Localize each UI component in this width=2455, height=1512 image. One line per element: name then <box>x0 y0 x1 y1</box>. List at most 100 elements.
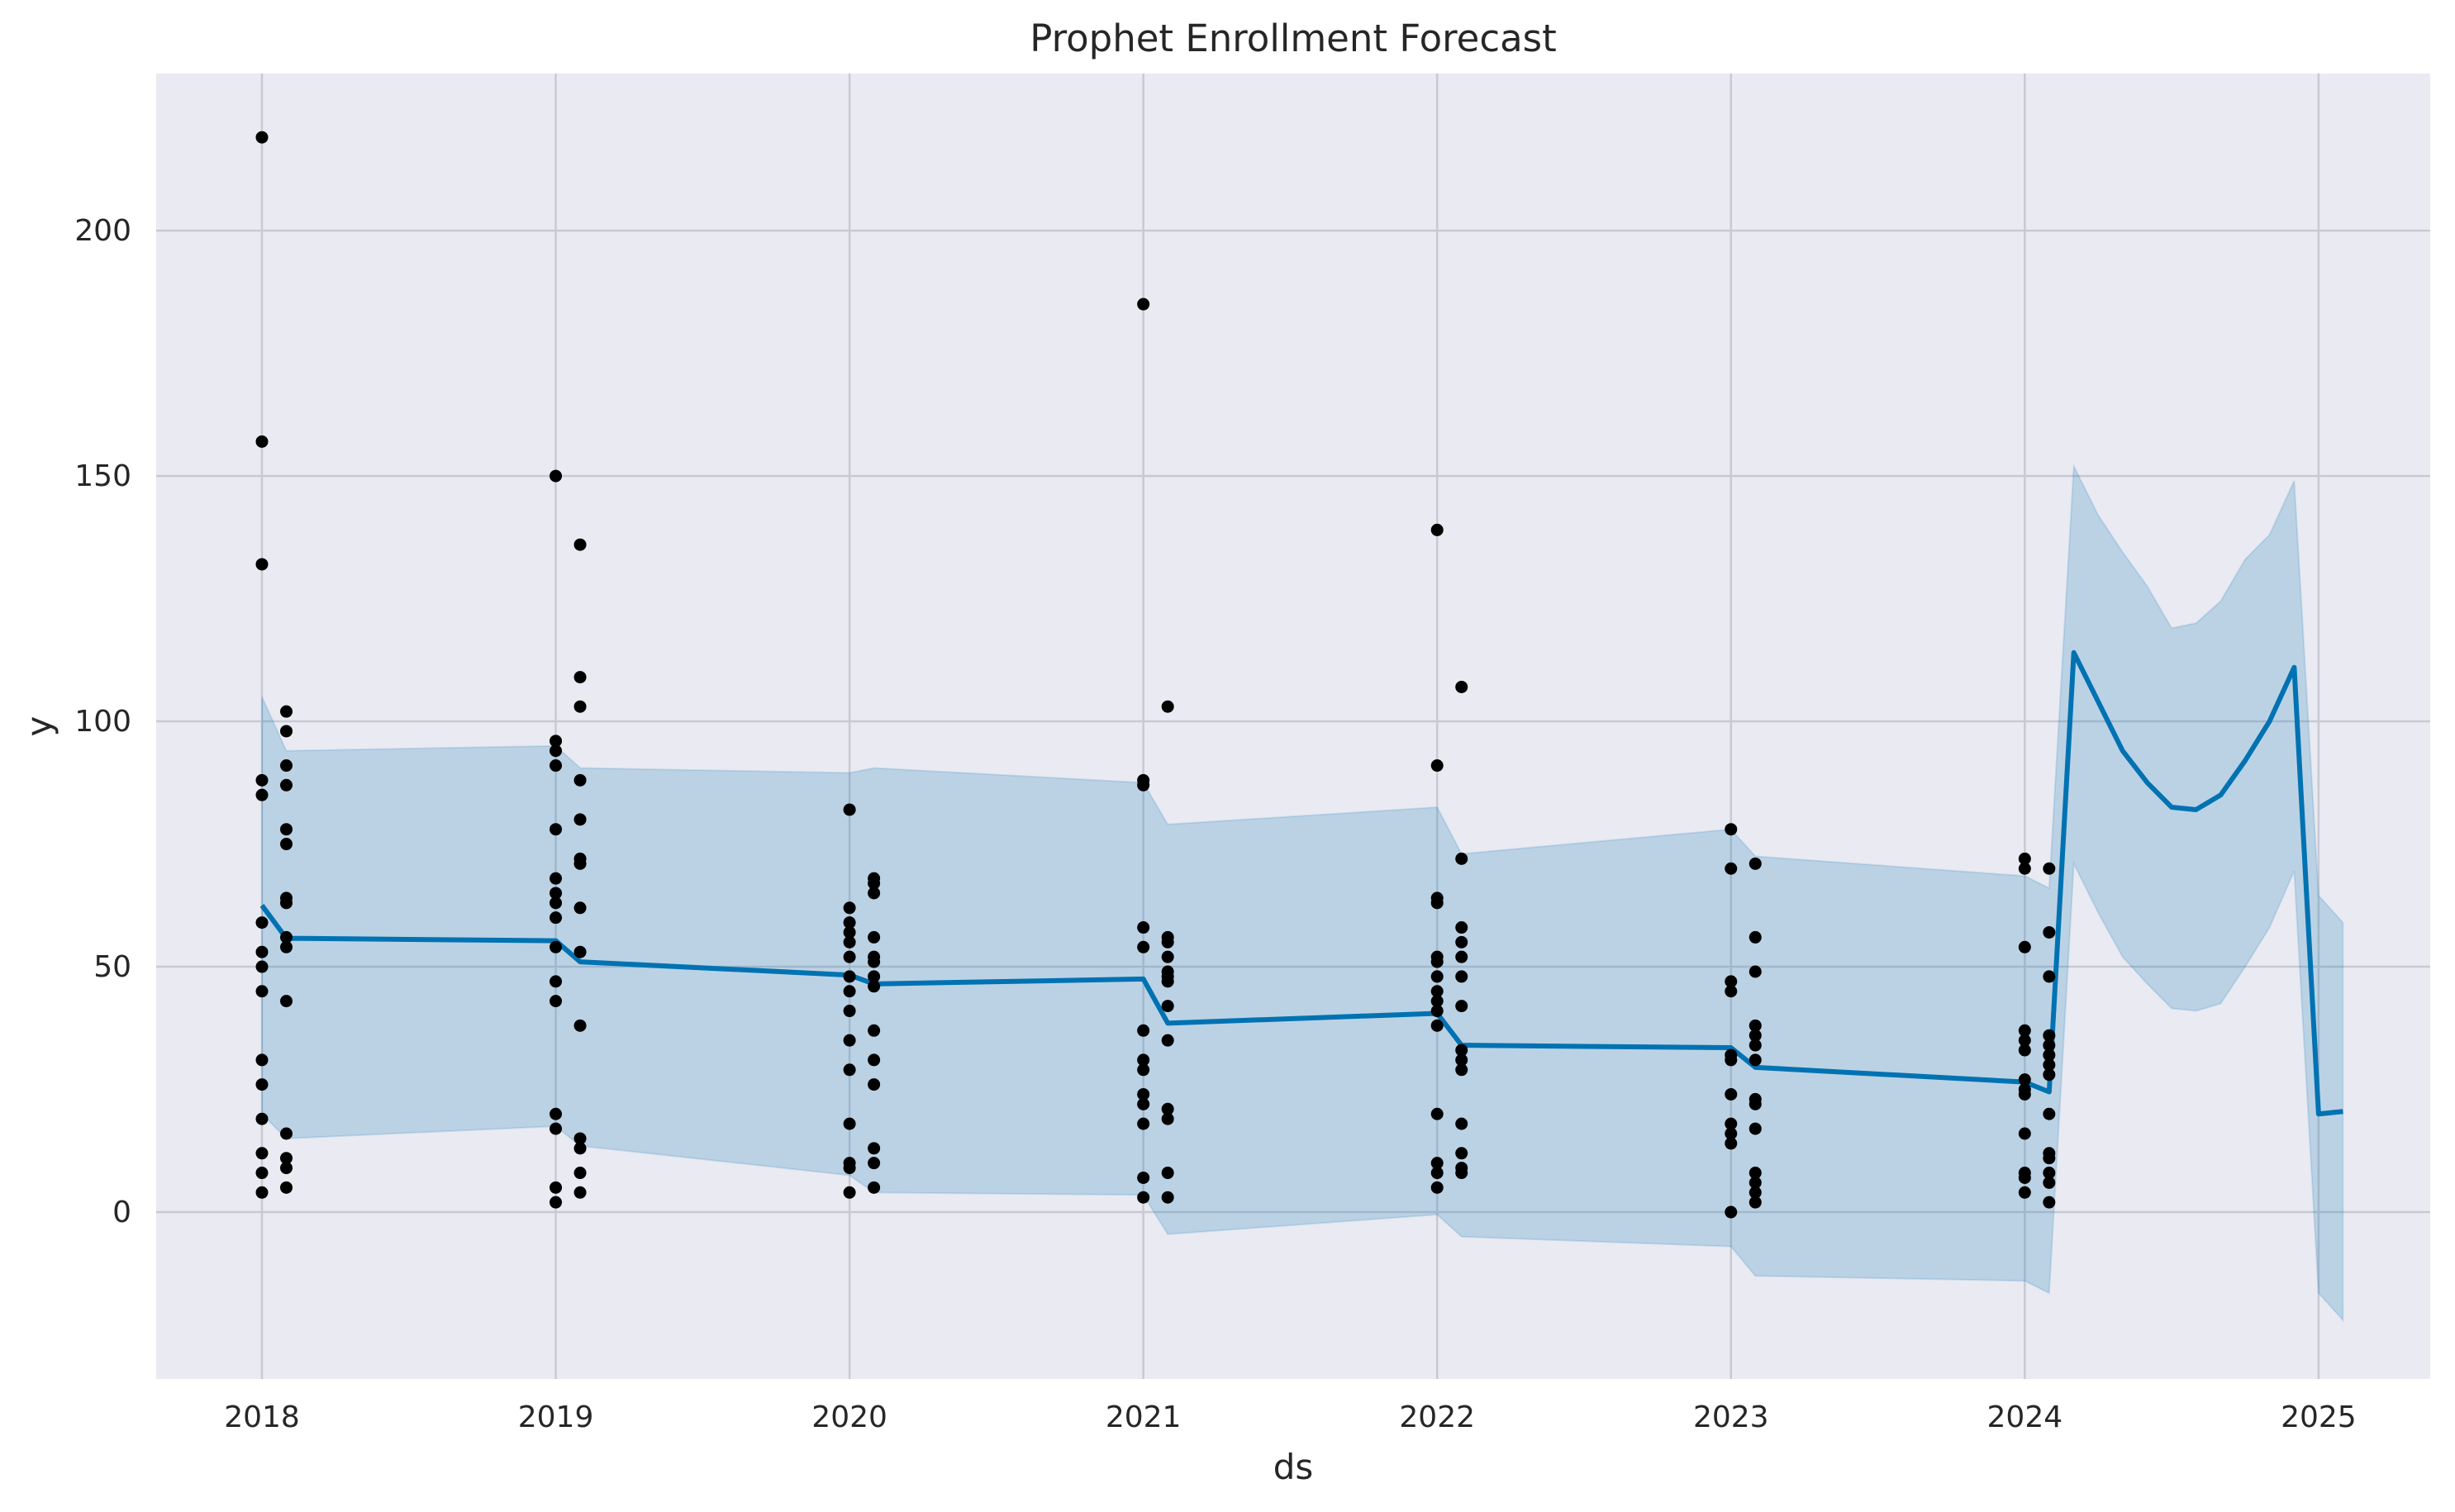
observed-point <box>255 1186 269 1199</box>
observed-point <box>573 1132 587 1145</box>
observed-point <box>573 538 587 551</box>
observed-point <box>1430 1167 1444 1180</box>
observed-point <box>550 995 563 1008</box>
observed-point <box>1748 1186 1762 1199</box>
x-tick-label: 2023 <box>1693 1400 1769 1434</box>
observed-point <box>255 1147 269 1160</box>
observed-point <box>1430 955 1444 968</box>
observed-point <box>255 1112 269 1125</box>
observed-point <box>1430 1019 1444 1032</box>
observed-point <box>255 131 269 144</box>
observed-point <box>280 1127 293 1140</box>
observed-point <box>280 930 293 944</box>
observed-point <box>1725 823 1738 836</box>
observed-point <box>843 1186 856 1199</box>
observed-point <box>868 1181 881 1194</box>
observed-point <box>1725 1117 1738 1130</box>
observed-point <box>255 435 269 448</box>
observed-point <box>1137 921 1150 934</box>
observed-point <box>280 1152 293 1165</box>
observed-point <box>573 1186 587 1199</box>
observed-points <box>255 131 2056 1219</box>
uncertainty-band-area <box>261 463 2344 1323</box>
observed-point <box>1748 1122 1762 1135</box>
observed-point <box>2043 1176 2056 1189</box>
observed-point <box>1161 1034 1174 1047</box>
y-axis-label: y <box>19 716 59 737</box>
observed-point <box>1161 700 1174 713</box>
observed-point <box>573 1019 587 1032</box>
y-tick-label: 150 <box>74 459 131 493</box>
observed-point <box>843 1162 856 1175</box>
observed-point <box>2018 1034 2031 1047</box>
observed-point <box>1725 862 1738 875</box>
observed-point <box>1455 950 1468 963</box>
observed-point <box>1161 950 1174 963</box>
observed-point <box>573 857 587 870</box>
observed-point <box>1748 1019 1762 1032</box>
observed-point <box>1137 778 1150 792</box>
observed-point <box>1137 940 1150 953</box>
x-tick-label: 2018 <box>224 1400 300 1434</box>
observed-point <box>550 1107 563 1120</box>
observed-point <box>550 1122 563 1135</box>
observed-point <box>843 925 856 939</box>
observed-point <box>2018 1127 2031 1140</box>
observed-point <box>1161 975 1174 988</box>
observed-point <box>1748 1053 1762 1067</box>
observed-point <box>1748 857 1762 870</box>
observed-point <box>868 1053 881 1067</box>
observed-point <box>1455 1044 1468 1057</box>
observed-point <box>1455 1147 1468 1160</box>
x-axis-label: ds <box>1273 1447 1314 1487</box>
observed-point <box>255 558 269 571</box>
observed-point <box>1137 1063 1150 1077</box>
observed-point <box>1725 1087 1738 1101</box>
observed-point <box>1455 921 1468 934</box>
observed-point <box>573 1142 587 1155</box>
observed-point <box>1137 1117 1150 1130</box>
observed-point <box>843 950 856 963</box>
observed-point <box>1430 995 1444 1008</box>
observed-point <box>255 1078 269 1091</box>
observed-point <box>1748 1176 1762 1189</box>
observed-point <box>1137 1097 1150 1110</box>
observed-point <box>280 725 293 738</box>
observed-point <box>1748 1097 1762 1110</box>
observed-point <box>1137 1024 1150 1037</box>
observed-point <box>255 916 269 930</box>
observed-point <box>1455 1053 1468 1067</box>
observed-point <box>573 945 587 958</box>
observed-point <box>1748 1039 1762 1052</box>
observed-point <box>1430 970 1444 983</box>
observed-point <box>280 823 293 836</box>
observed-point <box>1161 1191 1174 1204</box>
observed-point <box>1430 896 1444 910</box>
observed-point <box>550 469 563 483</box>
observed-point <box>550 975 563 988</box>
observed-point <box>550 911 563 925</box>
observed-point <box>1430 1005 1444 1018</box>
observed-point <box>255 1167 269 1180</box>
observed-point <box>1137 297 1150 311</box>
x-tick-label: 2025 <box>2281 1400 2357 1434</box>
observed-point <box>868 887 881 900</box>
observed-point <box>573 901 587 915</box>
observed-point <box>1430 1181 1444 1194</box>
observed-point <box>280 1181 293 1194</box>
observed-point <box>2018 940 2031 953</box>
observed-point <box>255 1053 269 1067</box>
observed-point <box>550 940 563 953</box>
observed-point <box>1455 1167 1468 1180</box>
observed-point <box>1725 985 1738 998</box>
grid-lines <box>156 74 2430 1379</box>
observed-point <box>1161 1000 1174 1013</box>
observed-point <box>868 980 881 993</box>
observed-point <box>255 788 269 801</box>
observed-point <box>2043 1029 2056 1042</box>
observed-point <box>2043 925 2056 939</box>
x-tick-label: 2024 <box>1987 1400 2063 1434</box>
chart-title: Prophet Enrollment Forecast <box>1030 17 1557 60</box>
observed-point <box>2018 1044 2031 1057</box>
observed-point <box>573 671 587 684</box>
